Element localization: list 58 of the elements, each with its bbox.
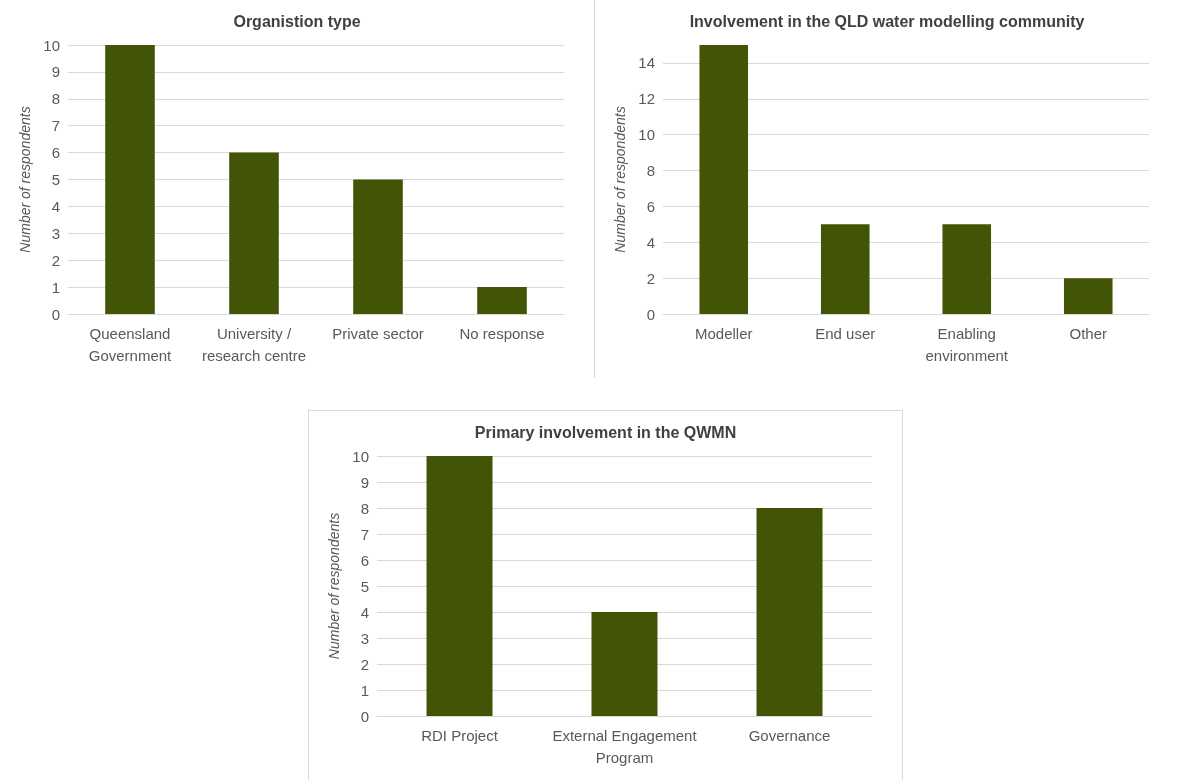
y-tick-label: 6 (360, 551, 369, 569)
y-tick-label: 10 (352, 447, 369, 465)
y-tick-label: 2 (51, 251, 60, 269)
bar (699, 45, 749, 314)
y-tick-label: 10 (43, 36, 60, 54)
bar (477, 287, 527, 314)
y-tick-label: 3 (51, 224, 60, 242)
y-tick-label: 14 (638, 54, 655, 72)
chart-title: Involvement in the QLD water modelling community (689, 12, 1085, 30)
y-axis-title: Number of respondents (17, 106, 34, 253)
y-tick-label: 0 (360, 707, 369, 725)
y-tick-label: 8 (360, 499, 369, 517)
x-tick-label: Enabling environment (925, 324, 1009, 364)
y-tick-label: 5 (51, 171, 60, 188)
y-tick-label: 3 (360, 629, 369, 647)
x-tick-label: No response (459, 324, 545, 342)
y-tick-label: 0 (646, 305, 655, 323)
bar (353, 179, 403, 314)
x-tick-label: Modeller (694, 324, 753, 342)
y-tick-label: 7 (360, 525, 369, 543)
bar (756, 508, 823, 716)
bar (426, 456, 493, 716)
x-tick-label: End user (815, 324, 876, 342)
y-tick-label: 12 (638, 90, 655, 108)
x-tick-label: RDI Project (421, 726, 499, 744)
x-tick-label: Governance (748, 726, 831, 744)
y-axis-title: Number of respondents (612, 106, 629, 253)
bar (105, 45, 155, 314)
y-tick-label: 9 (360, 473, 369, 491)
bar (820, 224, 870, 314)
y-tick-label: 1 (51, 278, 60, 296)
y-tick-label: 4 (360, 603, 369, 621)
x-tick-label: Queensland Government (88, 324, 173, 364)
y-tick-label: 2 (360, 655, 369, 673)
y-tick-label: 1 (360, 681, 369, 699)
y-tick-label: 8 (646, 162, 655, 180)
y-tick-label: 4 (646, 233, 655, 251)
y-axis-title: Number of respondents (326, 512, 343, 660)
y-tick-label: 10 (638, 126, 655, 144)
y-tick-label: 5 (360, 577, 369, 595)
y-tick-label: 9 (51, 63, 60, 81)
chart-title: Primary involvement in the QWMN (474, 423, 737, 441)
bar (591, 612, 658, 716)
y-tick-label: 6 (51, 144, 60, 162)
bar (942, 224, 992, 314)
y-tick-label: 4 (51, 197, 60, 215)
bar (229, 152, 279, 314)
chart-title: Organistion type (233, 12, 361, 30)
x-tick-label: University / research centre (201, 324, 307, 364)
y-tick-label: 6 (646, 197, 655, 215)
x-tick-label: External Engagement Program (552, 726, 698, 766)
x-tick-label: Other (1069, 324, 1108, 342)
x-tick-label: Private sector (332, 324, 424, 342)
y-tick-label: 2 (646, 269, 655, 287)
y-tick-label: 0 (51, 305, 60, 323)
bar (1063, 278, 1113, 314)
y-tick-label: 8 (51, 90, 60, 108)
y-tick-label: 7 (51, 117, 60, 135)
